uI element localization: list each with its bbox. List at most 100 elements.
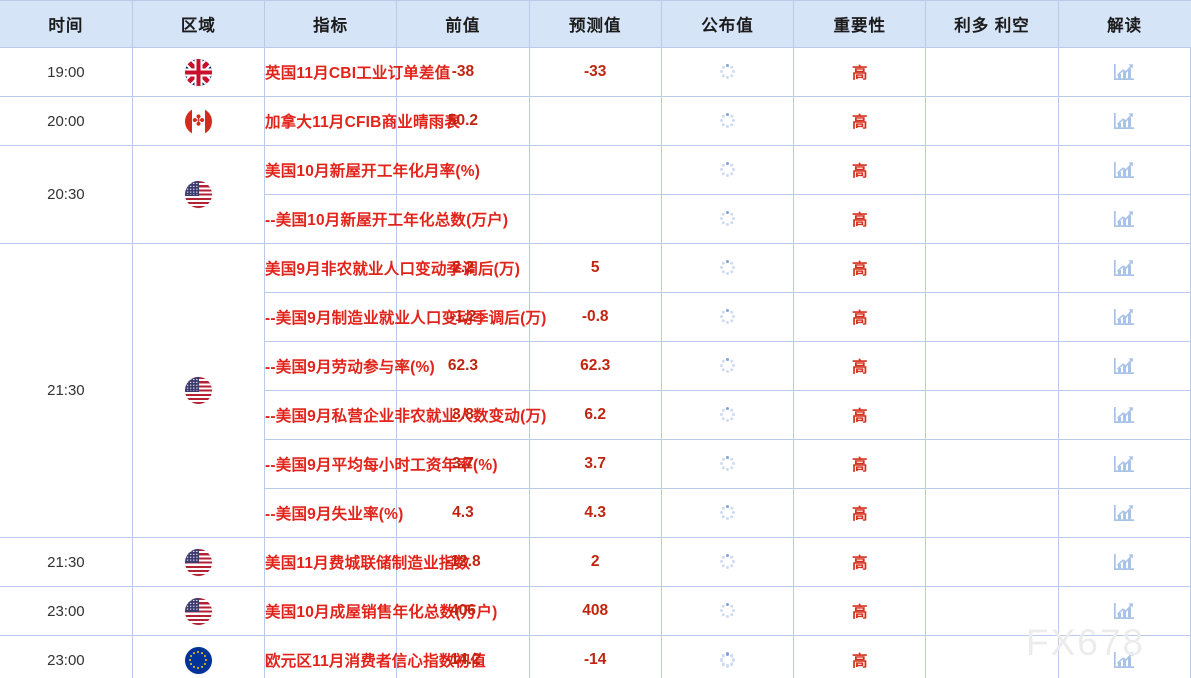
cell-published-value <box>660 488 795 538</box>
united-states-flag-icon <box>184 548 212 576</box>
table-row[interactable]: --美国9月平均每小时工资年率(%) 3.7 3.7 高 <box>0 439 1191 489</box>
cell-bias <box>925 194 1059 244</box>
table-row[interactable]: --美国9月劳动参与率(%) 62.3 62.3 高 <box>0 341 1191 391</box>
cell-analysis[interactable] <box>1057 586 1191 636</box>
cell-analysis[interactable] <box>1057 96 1191 146</box>
cell-indicator[interactable]: --美国9月失业率(%) <box>264 488 403 538</box>
bar-chart-up-icon[interactable] <box>1113 503 1135 523</box>
cell-forecast-value: -0.8 <box>528 292 662 342</box>
column-header-indicator[interactable]: 指标 <box>264 0 398 48</box>
cell-forecast-value: 408 <box>528 586 662 636</box>
cell-time: 19:00 <box>0 47 133 97</box>
loading-spinner-icon <box>719 308 736 325</box>
cell-indicator[interactable]: --美国9月制造业就业人口变动季调后(万) <box>264 292 546 342</box>
cell-published-value <box>660 194 795 244</box>
column-header-published[interactable]: 公布值 <box>660 0 795 48</box>
bar-chart-up-icon[interactable] <box>1113 601 1135 621</box>
cell-analysis[interactable] <box>1057 194 1191 244</box>
cell-analysis[interactable] <box>1057 390 1191 440</box>
cell-region <box>132 586 266 636</box>
cell-forecast-value: 3.7 <box>528 439 662 489</box>
table-row[interactable]: 21:30 美国9月非农就业人口变动季调后(万) 2.2 5 高 <box>0 243 1191 538</box>
bar-chart-up-icon[interactable] <box>1113 650 1135 670</box>
cell-forecast-value <box>528 96 662 146</box>
cell-importance: 高 <box>793 586 927 636</box>
cell-importance: 高 <box>793 96 927 146</box>
column-header-bias[interactable]: 利多 利空 <box>925 0 1059 48</box>
table-row[interactable]: --美国9月私营企业非农就业人数变动(万)3.86.2 高 <box>0 390 1191 440</box>
united-states-flag-icon <box>184 181 212 208</box>
cell-indicator[interactable]: --美国9月平均每小时工资年率(%) <box>264 439 497 489</box>
table-row[interactable]: 20:30 美国10月新屋开工年化月率(%) 高 <box>0 145 1191 244</box>
cell-analysis[interactable] <box>1057 243 1191 293</box>
column-header-importance[interactable]: 重要性 <box>793 0 927 48</box>
cell-time: 21:30 <box>0 243 133 538</box>
table-row[interactable]: --美国9月失业率(%) 4.3 4.3 高 <box>0 488 1191 538</box>
bar-chart-up-icon[interactable] <box>1113 111 1135 131</box>
cell-importance: 高 <box>793 194 927 244</box>
column-header-time[interactable]: 时间 <box>0 0 133 48</box>
loading-spinner-icon <box>719 455 736 472</box>
column-header-previous[interactable]: 前值 <box>396 0 530 48</box>
united-kingdom-flag-icon <box>184 58 212 86</box>
cell-indicator[interactable]: 美国11月费城联储制造业指数 <box>264 537 470 587</box>
cell-published-value <box>660 537 795 587</box>
bar-chart-up-icon[interactable] <box>1113 209 1135 229</box>
table-row[interactable]: 19:00 英国11月CBI工业订单差值 -38 -33 高 <box>0 47 1191 97</box>
cell-indicator[interactable]: 欧元区11月消费者信心指数初值 <box>264 635 486 678</box>
cell-analysis[interactable] <box>1057 47 1191 97</box>
bar-chart-up-icon[interactable] <box>1113 405 1135 425</box>
cell-time: 20:00 <box>0 96 133 146</box>
cell-previous-value: 4.3 <box>396 488 530 538</box>
bar-chart-up-icon[interactable] <box>1113 356 1135 376</box>
cell-analysis[interactable] <box>1057 439 1191 489</box>
cell-indicator[interactable]: --美国9月私营企业非农就业人数变动(万) <box>264 390 546 440</box>
cell-published-value <box>660 341 795 391</box>
column-header-analysis[interactable]: 解读 <box>1057 0 1191 48</box>
cell-analysis[interactable] <box>1057 537 1191 587</box>
cell-published-value <box>660 439 795 489</box>
cell-previous-value: -38 <box>396 47 530 97</box>
bar-chart-up-icon[interactable] <box>1113 160 1135 180</box>
cell-indicator[interactable]: --美国10月新屋开工年化总数(万户) <box>264 194 508 244</box>
cell-region <box>132 243 266 538</box>
column-header-region[interactable]: 区域 <box>131 0 266 48</box>
cell-published-value <box>660 390 795 440</box>
bar-chart-up-icon[interactable] <box>1113 307 1135 327</box>
table-row[interactable]: --美国9月制造业就业人口变动季调后(万)-1.2-0.8 高 <box>0 292 1191 342</box>
cell-indicator[interactable]: 美国10月成屋销售年化总数(万户) <box>264 586 497 636</box>
cell-analysis[interactable] <box>1057 635 1191 678</box>
cell-previous-value: -14.2 <box>396 635 530 678</box>
bar-chart-up-icon[interactable] <box>1113 62 1135 82</box>
european-union-flag-icon <box>184 646 212 674</box>
cell-analysis[interactable] <box>1057 488 1191 538</box>
cell-analysis[interactable] <box>1057 292 1191 342</box>
cell-forecast-value: 5 <box>528 243 662 293</box>
loading-spinner-icon <box>719 652 736 669</box>
cell-indicator[interactable]: 加拿大11月CFIB商业晴雨表 <box>264 96 460 146</box>
cell-indicator[interactable]: 英国11月CBI工业订单差值 <box>264 47 450 97</box>
cell-indicator[interactable]: 美国9月非农就业人口变动季调后(万) <box>264 243 520 293</box>
cell-indicator[interactable]: 美国10月新屋开工年化月率(%) <box>264 145 480 195</box>
cell-published-value <box>660 635 795 678</box>
cell-previous-value: 62.3 <box>396 341 530 391</box>
united-states-flag-icon <box>184 597 212 625</box>
cell-region <box>132 635 266 678</box>
table-row[interactable]: 21:30 美国11月费城联储制造业指数 -12.8 2 高 <box>0 537 1191 587</box>
bar-chart-up-icon[interactable] <box>1113 454 1135 474</box>
column-header-forecast[interactable]: 预测值 <box>528 0 662 48</box>
cell-indicator[interactable]: --美国9月劳动参与率(%) <box>264 341 435 391</box>
cell-forecast-value <box>528 194 662 244</box>
cell-previous-value: -1.2 <box>396 292 530 342</box>
table-row[interactable]: 20:00 ✤ 加拿大11月CFIB商业晴雨表 50.2 高 <box>0 96 1191 146</box>
cell-analysis[interactable] <box>1057 145 1191 195</box>
table-row[interactable]: 23:00 美国10月成屋销售年化总数(万户) 406 408 高 <box>0 586 1191 636</box>
cell-previous-value <box>396 145 530 195</box>
cell-analysis[interactable] <box>1057 341 1191 391</box>
table-row[interactable]: --美国10月新屋开工年化总数(万户) 高 <box>0 194 1191 244</box>
bar-chart-up-icon[interactable] <box>1113 552 1135 572</box>
cell-time: 23:00 <box>0 586 133 636</box>
loading-spinner-icon <box>719 602 736 619</box>
table-row[interactable]: 23:00 欧元区11月消费者信心指数初值 -14.2 -14 高 <box>0 635 1191 678</box>
bar-chart-up-icon[interactable] <box>1113 258 1135 278</box>
